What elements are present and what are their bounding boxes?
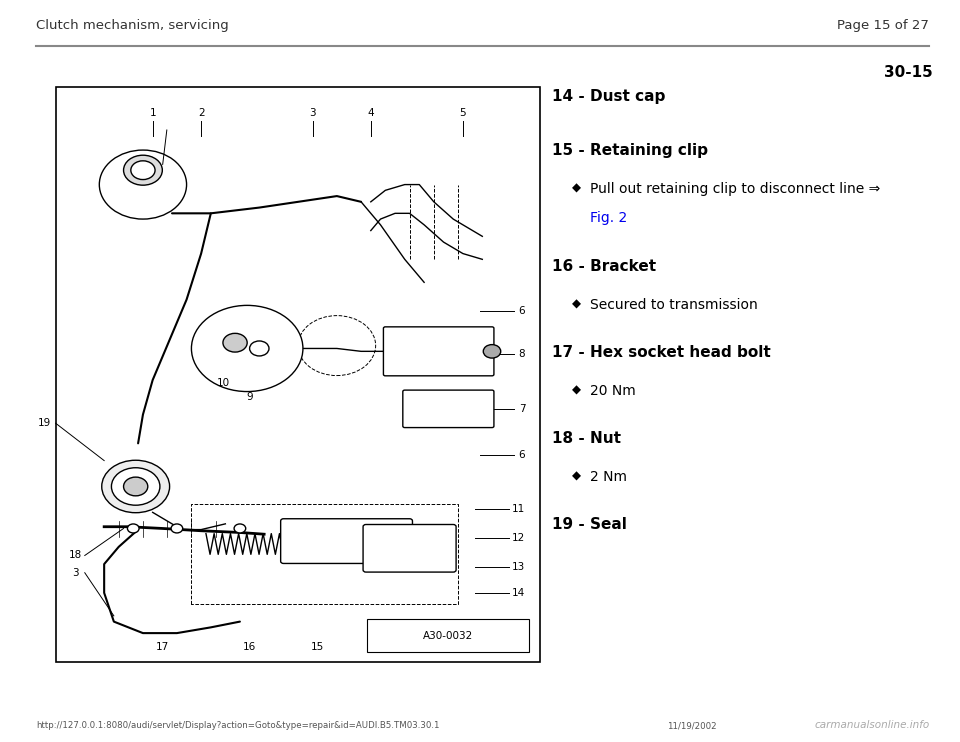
Text: 14: 14 [512, 588, 525, 598]
Text: Secured to transmission: Secured to transmission [590, 298, 758, 312]
Text: 30-15: 30-15 [884, 65, 933, 80]
Circle shape [131, 161, 156, 180]
FancyBboxPatch shape [280, 519, 413, 563]
Circle shape [102, 460, 170, 513]
Text: 16 - Bracket: 16 - Bracket [552, 259, 656, 274]
Circle shape [124, 155, 162, 186]
Circle shape [250, 341, 269, 356]
Text: 13: 13 [512, 562, 525, 572]
Text: 9: 9 [247, 393, 252, 402]
Text: 18: 18 [68, 551, 82, 560]
Bar [56, 87, 540, 662]
FancyBboxPatch shape [403, 390, 493, 427]
Text: carmanualsonline.info: carmanualsonline.info [814, 720, 929, 730]
Circle shape [171, 524, 182, 533]
Circle shape [191, 306, 303, 392]
Text: 3: 3 [309, 108, 316, 118]
Text: 10: 10 [216, 378, 229, 388]
Text: 14 - Dust cap: 14 - Dust cap [552, 89, 665, 104]
Text: A30-0032: A30-0032 [423, 631, 473, 641]
Text: 2: 2 [198, 108, 204, 118]
Text: 4: 4 [368, 108, 374, 118]
FancyBboxPatch shape [368, 619, 529, 652]
Text: 17 - Hex socket head bolt: 17 - Hex socket head bolt [552, 345, 771, 360]
Text: 1: 1 [150, 108, 156, 118]
Text: 19: 19 [37, 418, 51, 428]
Text: 6: 6 [518, 306, 525, 316]
Text: 8: 8 [518, 349, 525, 359]
Text: Fig. 2: Fig. 2 [590, 211, 628, 226]
Text: ◆: ◆ [571, 470, 581, 483]
FancyBboxPatch shape [363, 525, 456, 572]
Text: 12: 12 [512, 533, 525, 543]
Circle shape [124, 477, 148, 496]
Text: 16: 16 [243, 643, 256, 652]
Circle shape [128, 524, 139, 533]
Ellipse shape [99, 150, 186, 219]
Text: 17: 17 [156, 643, 169, 652]
Text: 7: 7 [518, 404, 525, 414]
Text: 11/19/2002: 11/19/2002 [667, 721, 717, 730]
Text: Clutch mechanism, servicing: Clutch mechanism, servicing [36, 19, 229, 33]
Text: http://127.0.0.1:8080/audi/servlet/Display?action=Goto&type=repair&id=AUDI.B5.TM: http://127.0.0.1:8080/audi/servlet/Displ… [36, 721, 440, 730]
Text: 2 Nm: 2 Nm [590, 470, 628, 484]
Text: Pull out retaining clip to disconnect line ⇒: Pull out retaining clip to disconnect li… [590, 182, 880, 196]
FancyBboxPatch shape [383, 326, 494, 375]
Circle shape [234, 524, 246, 533]
Text: 20 Nm: 20 Nm [590, 384, 636, 398]
Text: ◆: ◆ [571, 298, 581, 311]
Text: 3: 3 [72, 568, 79, 578]
Text: ◆: ◆ [571, 384, 581, 397]
Text: Page 15 of 27: Page 15 of 27 [837, 19, 929, 33]
Text: 15 - Retaining clip: 15 - Retaining clip [552, 143, 708, 158]
Circle shape [483, 344, 501, 358]
Text: 5: 5 [460, 108, 467, 118]
Text: 19 - Seal: 19 - Seal [552, 517, 627, 532]
Circle shape [111, 467, 160, 505]
Circle shape [223, 333, 247, 352]
Text: 15: 15 [311, 643, 324, 652]
Text: ◆: ◆ [571, 182, 581, 195]
Text: 11: 11 [512, 505, 525, 514]
Text: 18 - Nut: 18 - Nut [552, 431, 621, 446]
Text: 6: 6 [518, 450, 525, 460]
